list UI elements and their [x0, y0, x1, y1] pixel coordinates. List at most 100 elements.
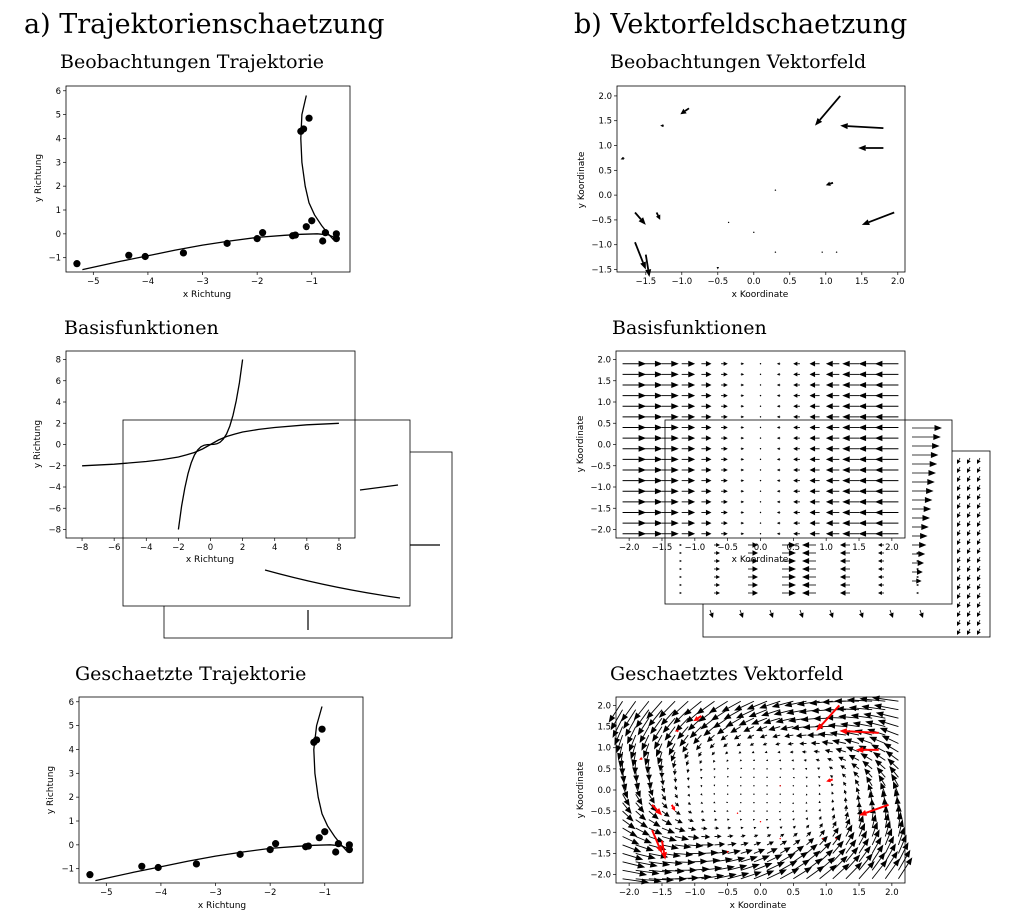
basis-field-arrow — [874, 477, 899, 484]
basis-field-arrow — [661, 360, 679, 367]
estimated-field-arrow — [882, 805, 889, 820]
basis-field-arrow — [661, 456, 679, 463]
back-field-arrow — [957, 502, 961, 509]
estimated-field-arrow — [805, 801, 808, 804]
observed-arrow — [716, 267, 720, 270]
back-field-arrow — [967, 619, 971, 626]
y-tick-label: −0.5 — [591, 216, 612, 226]
estimated-field-arrow — [698, 751, 702, 757]
back-field-arrow — [916, 575, 919, 579]
estimated-field-arrow — [810, 740, 820, 746]
basis-field-arrow — [809, 467, 820, 473]
estimated-field-arrow — [803, 759, 807, 762]
observed-arrow — [634, 211, 646, 225]
estimated-field-arrow — [815, 758, 820, 762]
estimated-field-arrow — [784, 733, 794, 739]
back-field-arrow — [967, 484, 971, 491]
estimated-field-arrow — [871, 859, 888, 880]
basis-field-arrow — [793, 531, 800, 536]
estimated-field-arrow — [709, 743, 715, 749]
basis-field-arrow — [874, 382, 899, 388]
estimated-field-arrow — [858, 845, 871, 863]
estimated-field-arrow — [740, 785, 742, 787]
y-tick-label: 0.0 — [597, 441, 611, 451]
estimated-field-arrow — [832, 863, 850, 880]
basis-field-arrow — [759, 469, 762, 471]
estimated-field-arrow — [701, 810, 705, 813]
observed-arrow — [825, 181, 834, 186]
y-axis-label: y Koordinate — [576, 761, 586, 818]
estimated-field-arrow — [885, 750, 899, 761]
y-tick-label: −1.5 — [590, 849, 611, 859]
estimated-field-arrow — [819, 864, 838, 880]
basis-field-arrow — [661, 435, 679, 442]
back-field-arrow — [912, 470, 936, 476]
estimated-field-arrow — [805, 824, 810, 829]
basis-field-arrow — [842, 498, 860, 505]
y-tick-label: 6 — [69, 698, 74, 708]
section-b-heading: b) Vektorfeldschaetzung — [574, 9, 907, 40]
y-tick-label: 0 — [56, 230, 61, 240]
basis-field-arrow — [721, 425, 728, 430]
basis-field-arrow — [825, 467, 840, 473]
estimated-field-arrow — [845, 854, 861, 871]
estimated-field-arrow — [730, 726, 742, 733]
y-tick-label: 2 — [56, 182, 61, 192]
estimated-field-arrow — [780, 724, 794, 731]
back-field-arrow — [679, 591, 682, 595]
estimated-field-arrow — [674, 826, 686, 833]
estimated-field-arrow — [793, 866, 813, 880]
estimated-field-arrow — [843, 781, 847, 787]
basis-field-arrow — [842, 413, 860, 420]
estimated-field-arrow — [727, 872, 750, 880]
obs-vectorfield-chart: Beobachtungen Vektorfeld x Koordinate y … — [577, 51, 906, 300]
estimated-field-arrow — [887, 758, 899, 770]
observed-arrow-red — [835, 837, 837, 840]
estimated-field-arrow — [845, 824, 853, 837]
basis-field-arrow — [874, 445, 899, 452]
back-vf-panel-2-arrows — [708, 457, 981, 635]
basis-field-arrow — [721, 521, 728, 526]
basis-field-arrow — [874, 509, 899, 516]
back-field-arrow — [782, 558, 796, 564]
estimated-field-arrow — [635, 810, 647, 821]
estimated-field-arrow — [879, 727, 899, 736]
estimated-field-arrow — [854, 779, 860, 787]
basis-field-arrow — [842, 456, 860, 463]
estimated-field-arrow — [806, 831, 812, 837]
back-field-arrow — [782, 542, 796, 548]
estimated-field-arrow — [622, 802, 632, 815]
estimated-field-arrow — [779, 818, 782, 821]
estimated-field-arrow — [753, 841, 762, 846]
estimated-field-arrow — [806, 850, 821, 863]
basis-field-arrow — [661, 530, 679, 537]
x-tick-label: 0.0 — [754, 888, 768, 898]
estimated-field-arrow — [828, 766, 833, 770]
back-field-arrow — [977, 511, 981, 518]
x-tick-label: 6 — [304, 543, 309, 553]
y-tick-label: 4 — [69, 745, 74, 755]
estimated-field-arrow — [827, 757, 833, 762]
estimated-field-arrow — [751, 717, 768, 725]
estimated-field-arrow — [673, 777, 678, 783]
basis-field-arrow — [759, 426, 762, 429]
estimated-field-arrow — [860, 753, 873, 761]
estimated-field-arrow — [635, 836, 652, 844]
basis-field-arrow — [793, 382, 800, 388]
back-field-arrow — [977, 565, 981, 572]
back-field-arrow — [957, 574, 961, 581]
estimated-field-arrow — [696, 743, 702, 751]
basis-field-arrow — [721, 393, 728, 398]
data-point — [141, 252, 149, 261]
basis-field-arrow — [874, 467, 899, 473]
estimated-field-arrow — [766, 810, 768, 812]
back-field-arrow — [912, 551, 926, 557]
basis-field-arrow — [661, 424, 679, 431]
estimated-field-arrow — [711, 751, 716, 756]
estimated-field-arrow — [726, 801, 729, 804]
back-field-arrow — [912, 533, 928, 539]
basis-field-arrow — [842, 530, 860, 537]
back-field-arrow — [798, 609, 804, 618]
back-field-arrow — [679, 559, 682, 563]
back-field-arrow — [967, 475, 971, 482]
